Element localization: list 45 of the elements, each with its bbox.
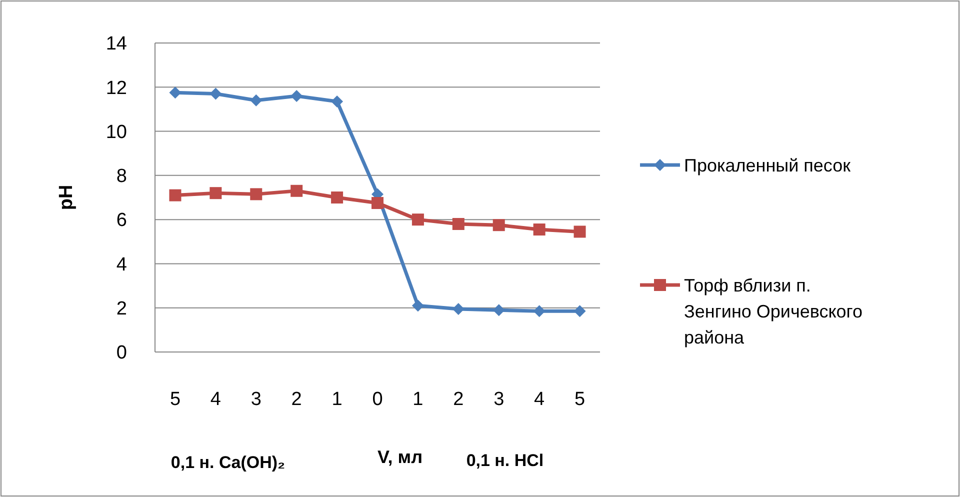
point — [210, 88, 222, 100]
point — [290, 90, 303, 102]
x-tick-label: 4 — [534, 389, 546, 410]
text: 0,1 н. HCl — [466, 451, 544, 470]
x-tick-label: 3 — [494, 389, 504, 410]
point — [492, 304, 505, 316]
point — [331, 192, 344, 204]
x-tick-label: 1 — [332, 389, 342, 410]
y-tick-label: 2 — [116, 298, 127, 320]
legend-label: Торф вблизи п. Зенгино Оричевского района — [684, 275, 862, 348]
point — [574, 305, 586, 318]
x-tick-label: 4 — [210, 389, 222, 410]
x-tick-label: 5 — [574, 389, 586, 410]
legend-label: Прокаленный песок — [684, 155, 851, 176]
point — [331, 95, 344, 108]
x-axis-title: V, мл — [377, 447, 423, 467]
point — [492, 219, 505, 232]
y-tick-label: 0 — [116, 342, 127, 364]
x-tick-label: 2 — [453, 389, 464, 410]
point — [574, 226, 586, 238]
y-tick-label: 12 — [106, 78, 127, 99]
x-tick-label: 3 — [250, 389, 262, 410]
x-tick-label: 1 — [412, 389, 424, 410]
point — [533, 224, 546, 236]
point — [412, 300, 424, 312]
point — [372, 197, 384, 210]
y-tick-label: 8 — [116, 166, 127, 188]
point — [533, 305, 546, 318]
x-tick-label: 2 — [291, 389, 302, 410]
x-tick-label: 0 — [372, 389, 383, 410]
y-tick-label: 10 — [106, 122, 127, 143]
y-tick-label: 14 — [106, 34, 128, 55]
point — [169, 189, 182, 202]
point — [250, 94, 262, 106]
point — [452, 302, 464, 315]
point — [412, 214, 424, 226]
point — [452, 218, 464, 230]
point — [210, 187, 222, 200]
point — [250, 188, 262, 200]
y-tick-label: 4 — [116, 254, 128, 276]
y-tick-label: 6 — [116, 210, 127, 232]
point — [290, 184, 303, 197]
y-axis-title: pH — [56, 184, 77, 210]
text: 0,1 н. Ca(OH)₂ — [170, 453, 286, 472]
x-tick-label: 5 — [170, 389, 181, 410]
